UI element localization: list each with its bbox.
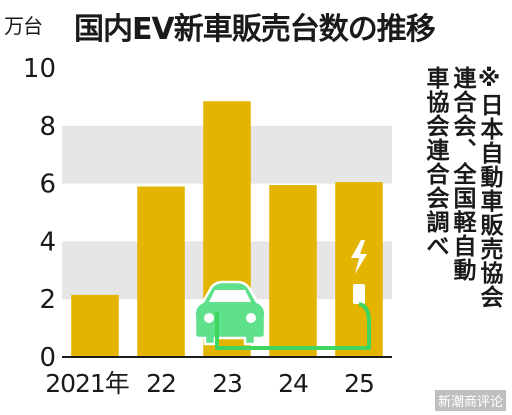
bars [71, 101, 383, 357]
electric-car-icon [193, 280, 267, 346]
watermark: 新潮商评论 [434, 390, 506, 411]
charging-cable-icon [215, 302, 371, 350]
x-tick-label: 24 [278, 369, 308, 398]
x-tick-label: 2021年 [45, 369, 129, 398]
charging-station-icon [351, 240, 367, 304]
y-tick-labels: 0 2 4 6 8 10 [23, 54, 56, 373]
bar [335, 182, 383, 357]
charger-plug [353, 284, 365, 304]
y-tick-label: 10 [23, 54, 56, 84]
x-tick-label: 25 [344, 369, 374, 398]
source-note-line-1: ※日本自動車販売協会 [476, 66, 502, 309]
source-note-line-2: 連合会、全国軽自動 [449, 66, 475, 282]
y-unit-label: 万台 [4, 14, 43, 38]
x-tick-label: 23 [212, 369, 242, 398]
bar [269, 185, 317, 357]
lightning-bolt-icon [351, 240, 367, 274]
chart-title: 国内EV新車販売台数の推移 [74, 12, 436, 47]
y-tick-label: 4 [39, 227, 56, 257]
source-note: ※日本自動車販売協会 連合会、全国軽自動 車協会連合会調べ [422, 66, 502, 309]
x-tick-label: 22 [146, 369, 176, 398]
y-tick-label: 8 [39, 112, 56, 142]
y-tick-label: 6 [39, 170, 56, 200]
source-note-line-3: 車協会連合会調べ [422, 66, 448, 258]
y-tick-label: 2 [39, 285, 56, 315]
ev-illustration [193, 240, 371, 350]
y-tick-label: 0 [39, 343, 56, 373]
x-tick-labels: 2021年 22 23 24 25 [45, 369, 375, 398]
bar [137, 186, 185, 357]
bar [71, 294, 119, 357]
